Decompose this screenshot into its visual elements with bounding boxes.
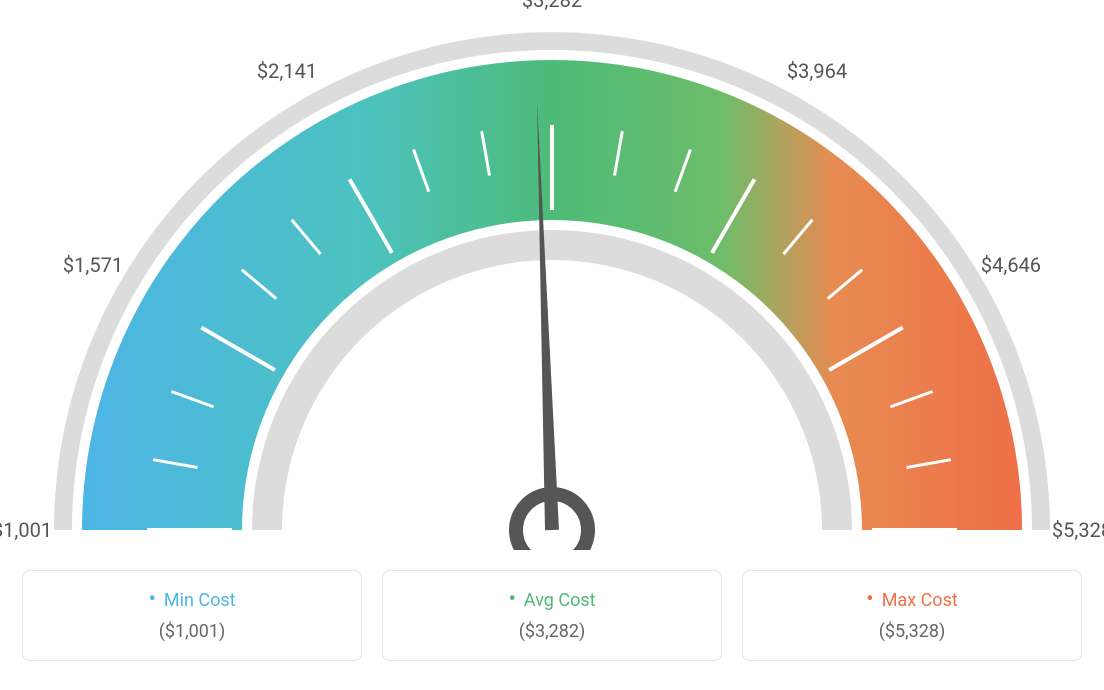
tick-label: $3,282	[522, 0, 582, 12]
legend-card-max: • Max Cost ($5,328)	[742, 570, 1082, 661]
tick-label: $5,328	[1052, 518, 1104, 542]
legend-value-avg: ($3,282)	[519, 621, 586, 642]
legend-title-min: • Min Cost	[148, 589, 235, 611]
legend-card-min: • Min Cost ($1,001)	[22, 570, 362, 661]
legend-label: Avg Cost	[524, 590, 596, 611]
tick-label: $3,964	[787, 59, 847, 83]
tick-label: $1,571	[63, 253, 123, 277]
cost-gauge: $1,001$1,571$2,141$3,282$3,964$4,646$5,3…	[22, 20, 1082, 550]
legend-title-avg: • Avg Cost	[508, 589, 595, 611]
dot-icon: •	[866, 589, 873, 611]
legend-value-max: ($5,328)	[879, 621, 946, 642]
tick-label: $1,001	[0, 518, 52, 542]
legend-label: Max Cost	[882, 590, 958, 611]
tick-label: $4,646	[981, 253, 1041, 277]
legend-label: Min Cost	[164, 590, 236, 611]
legend-value-min: ($1,001)	[159, 621, 226, 642]
dot-icon: •	[508, 589, 515, 611]
dot-icon: •	[148, 589, 155, 611]
legend-row: • Min Cost ($1,001) • Avg Cost ($3,282) …	[22, 570, 1082, 661]
gauge-svg	[22, 20, 1082, 550]
legend-card-avg: • Avg Cost ($3,282)	[382, 570, 722, 661]
legend-title-max: • Max Cost	[866, 589, 958, 611]
tick-label: $2,141	[257, 59, 317, 83]
